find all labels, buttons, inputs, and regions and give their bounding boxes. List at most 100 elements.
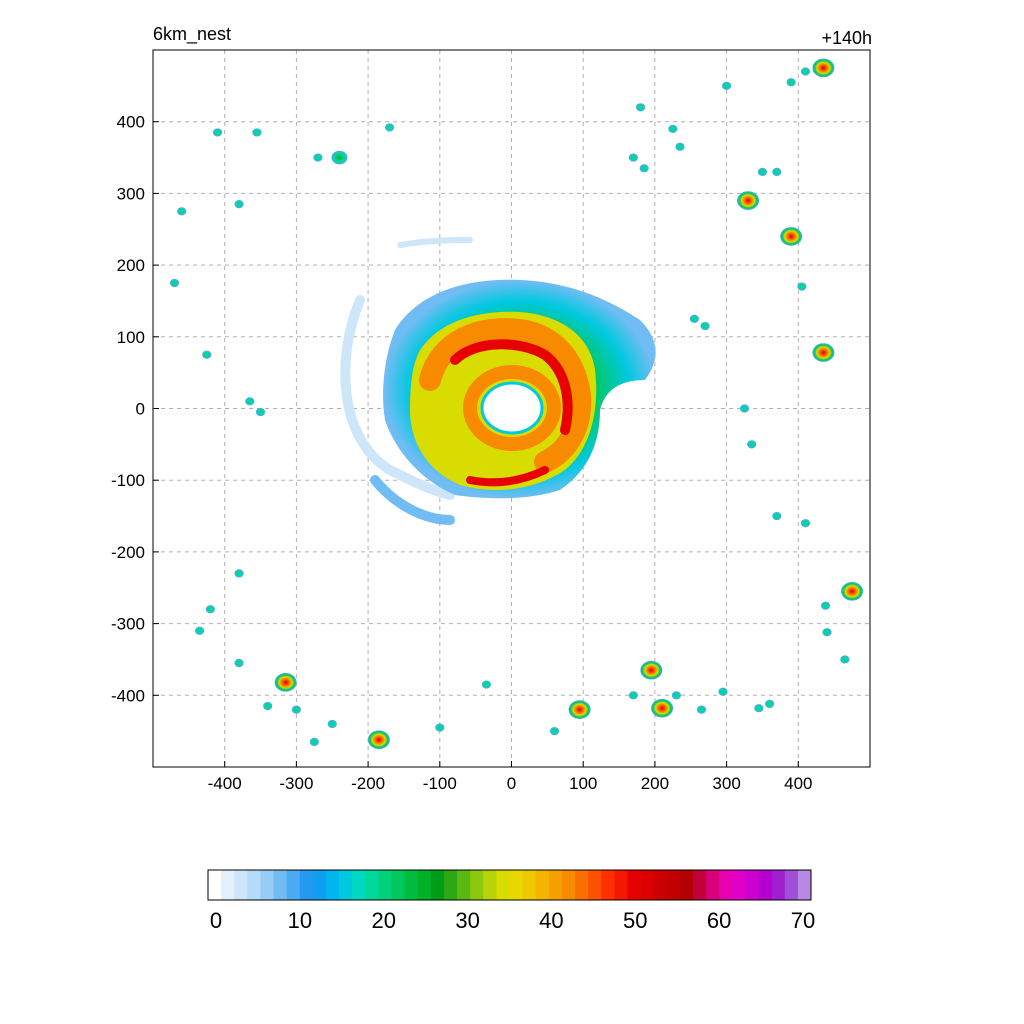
echo-speck	[309, 737, 319, 747]
echo-speck	[255, 407, 266, 417]
title-left: 6km_nest	[153, 24, 231, 45]
echo-speck	[327, 719, 337, 729]
echo-speck	[747, 440, 757, 449]
colorbar-tick-labels: 0 10 20 30 40 50 60 70	[210, 908, 815, 933]
colorbar-segment	[522, 870, 537, 900]
colorbar-segment	[627, 870, 642, 900]
colorbar-segment	[548, 870, 563, 900]
convective-cell	[651, 698, 674, 718]
colorbar-segment	[299, 870, 314, 900]
echo-speck	[481, 680, 492, 689]
colorbar-segment	[588, 870, 602, 900]
echo-speck	[800, 67, 811, 76]
colorbar-segment	[535, 870, 550, 900]
y-tick-label: -300	[111, 615, 145, 634]
colorbar-tick-label: 10	[288, 908, 312, 933]
y-tick-label: 0	[136, 400, 145, 419]
echo-speck	[700, 321, 710, 331]
x-axis-ticks: -400 -300 -200 -100 0 100 200 300 400	[208, 761, 812, 793]
colorbar-segment	[640, 870, 655, 900]
colorbar-segment	[483, 870, 497, 900]
convective-cell	[737, 191, 760, 210]
echo-speck	[234, 200, 244, 209]
convective-cell	[274, 673, 297, 692]
colorbar-segment	[575, 870, 589, 900]
colorbar-segment	[221, 870, 235, 900]
echo-speck	[245, 397, 255, 406]
y-tick-label: 100	[117, 328, 145, 347]
colorbar-segment	[693, 870, 707, 900]
colorbar-segment	[417, 870, 432, 900]
outer-band-north	[397, 237, 473, 248]
colorbar-segment	[352, 870, 366, 900]
colorbar-segment	[706, 870, 720, 900]
y-axis-ticks: 400 300 200 100 0 -100 -200 -300 -400	[111, 113, 159, 705]
colorbar-segment	[614, 870, 628, 900]
convective-cell	[812, 343, 835, 362]
colorbar-segment	[771, 870, 786, 900]
echo-speck	[765, 699, 775, 709]
colorbar-segment	[247, 870, 261, 900]
colorbar-segment	[666, 870, 681, 900]
x-tick-label: 400	[784, 774, 812, 793]
echo-speck	[252, 128, 262, 137]
colorbar-segment	[273, 870, 288, 900]
x-tick-label: -400	[208, 774, 242, 793]
reflectivity-field	[169, 58, 864, 750]
colorbar-segment	[561, 870, 576, 900]
echo-speck	[234, 569, 244, 578]
echo-speck	[212, 128, 223, 137]
echo-speck	[549, 727, 560, 736]
colorbar-segment	[601, 870, 615, 900]
colorbar-frame	[207, 869, 812, 901]
colorbar-tick-label: 0	[210, 908, 222, 933]
echo-speck	[234, 658, 244, 668]
y-tick-label: 300	[117, 184, 145, 203]
y-tick-label: -400	[111, 686, 145, 705]
echo-speck	[435, 723, 445, 732]
echo-speck	[840, 655, 850, 664]
rainband-red	[450, 339, 573, 435]
convective-cell	[841, 581, 864, 601]
colorbar-segment	[758, 870, 773, 900]
convective-cell	[640, 660, 663, 680]
echo-speck	[797, 282, 807, 291]
x-tick-label: 100	[569, 774, 597, 793]
colorbar-segment	[286, 870, 301, 900]
echo-speck	[820, 601, 831, 610]
convective-cell	[780, 227, 803, 246]
x-tick-label: 300	[712, 774, 740, 793]
colorbar-tick-label: 40	[539, 908, 563, 933]
outer-band-west	[340, 295, 455, 500]
convective-cell	[812, 58, 835, 78]
colorbar-tick-label: 30	[455, 908, 479, 933]
echo-speck	[800, 519, 811, 528]
y-tick-label: 400	[117, 113, 145, 132]
echo-speck	[772, 167, 782, 176]
colorbar-segment	[496, 870, 510, 900]
colorbar-segment	[797, 870, 812, 900]
colorbar-segment	[430, 870, 445, 900]
x-tick-label: 200	[641, 774, 669, 793]
colorbar-segment	[457, 870, 471, 900]
y-tick-label: -200	[111, 543, 145, 562]
echo-speck	[195, 626, 205, 635]
echo-speck	[822, 628, 832, 637]
colorbar-segment	[339, 870, 353, 900]
colorbar-segment	[312, 870, 327, 900]
colorbar-segment	[732, 870, 746, 900]
colorbar-segment	[470, 870, 484, 900]
colorbar-segment	[745, 870, 760, 900]
y-tick-label: 200	[117, 256, 145, 275]
echo-speck	[628, 691, 638, 700]
echo-speck	[263, 701, 273, 711]
echo-speck	[696, 705, 707, 714]
echo-speck	[754, 704, 764, 713]
echo-speck	[635, 103, 646, 112]
colorbar-tick-label: 60	[707, 908, 731, 933]
convective-cells	[274, 58, 864, 750]
colorbar-segment	[404, 870, 419, 900]
echo-speck	[291, 705, 301, 714]
title-right: +140h	[821, 28, 872, 48]
